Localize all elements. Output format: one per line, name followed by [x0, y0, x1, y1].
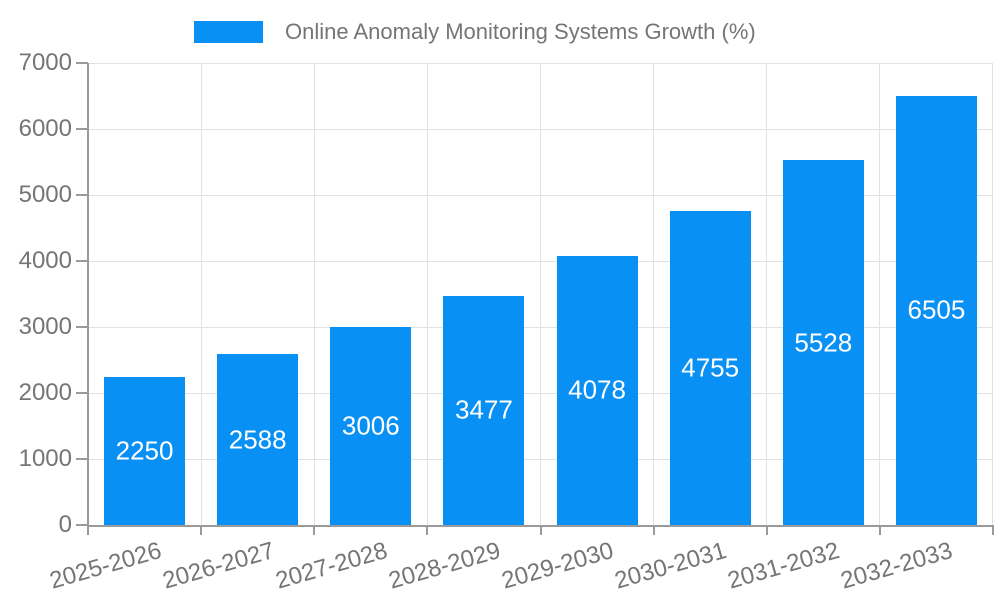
x-tick-mark — [426, 525, 429, 535]
bar[interactable]: 4755 — [669, 211, 751, 525]
bar[interactable]: 3477 — [443, 295, 525, 525]
gridline-vertical — [426, 63, 428, 525]
x-tick-mark — [992, 525, 994, 535]
bar-value-label: 2250 — [115, 435, 174, 466]
y-tick-mark — [76, 458, 88, 460]
gridline-vertical — [766, 63, 768, 525]
bar-value-label: 4755 — [681, 352, 740, 383]
x-tick-mark — [539, 525, 542, 535]
y-tick-label: 3000 — [18, 313, 72, 340]
y-tick-label: 2000 — [18, 379, 72, 406]
gridline-vertical — [540, 63, 541, 525]
x-tick-mark — [765, 525, 768, 535]
bar[interactable]: 2250 — [104, 376, 186, 525]
bar-value-label: 4078 — [568, 374, 626, 405]
y-tick-label: 5000 — [18, 181, 72, 208]
chart-title: Online Anomaly Monitoring Systems Growth… — [285, 19, 756, 44]
x-tick-mark — [652, 525, 655, 535]
y-tick-label: 6000 — [18, 115, 72, 142]
bar[interactable]: 2588 — [217, 354, 299, 525]
plot-area: 2250 2588 3006 3477 4078 4755 5528 6505 — [88, 62, 993, 525]
bar-value-label: 6505 — [907, 294, 966, 325]
y-tick-mark — [76, 194, 88, 196]
y-axis-line — [87, 63, 89, 527]
x-tick-mark — [87, 525, 89, 535]
legend-swatch — [194, 21, 263, 43]
y-tick-mark — [76, 524, 88, 526]
y-tick-mark — [76, 128, 88, 130]
x-axis-line — [87, 525, 994, 527]
y-tick-label: 0 — [58, 511, 72, 538]
y-tick-mark — [76, 392, 88, 394]
bar-value-label: 3477 — [455, 394, 513, 425]
gridline-vertical — [313, 63, 315, 525]
bar[interactable]: 3006 — [330, 326, 412, 525]
y-tick-label: 7000 — [18, 49, 72, 76]
x-tick-mark — [200, 525, 203, 535]
y-tick-mark — [76, 62, 88, 64]
x-tick-mark — [313, 525, 316, 535]
y-tick-label: 4000 — [18, 247, 72, 274]
y-tick-label: 1000 — [18, 445, 72, 472]
bar-value-label: 2588 — [228, 424, 287, 455]
bar[interactable]: 5528 — [782, 160, 864, 525]
chart-legend[interactable]: Online Anomaly Monitoring Systems Growth… — [194, 21, 756, 43]
bar[interactable]: 6505 — [895, 95, 977, 525]
bar-value-label: 3006 — [341, 410, 400, 441]
y-tick-mark — [76, 260, 88, 262]
bar-value-label: 5528 — [794, 327, 853, 358]
gridline-vertical — [200, 63, 202, 525]
gridline-vertical — [991, 63, 993, 525]
gridline-vertical — [653, 63, 655, 525]
y-tick-mark — [76, 326, 88, 328]
gridline-vertical — [879, 63, 881, 525]
bar[interactable]: 4078 — [556, 255, 638, 525]
x-tick-mark — [878, 525, 881, 535]
